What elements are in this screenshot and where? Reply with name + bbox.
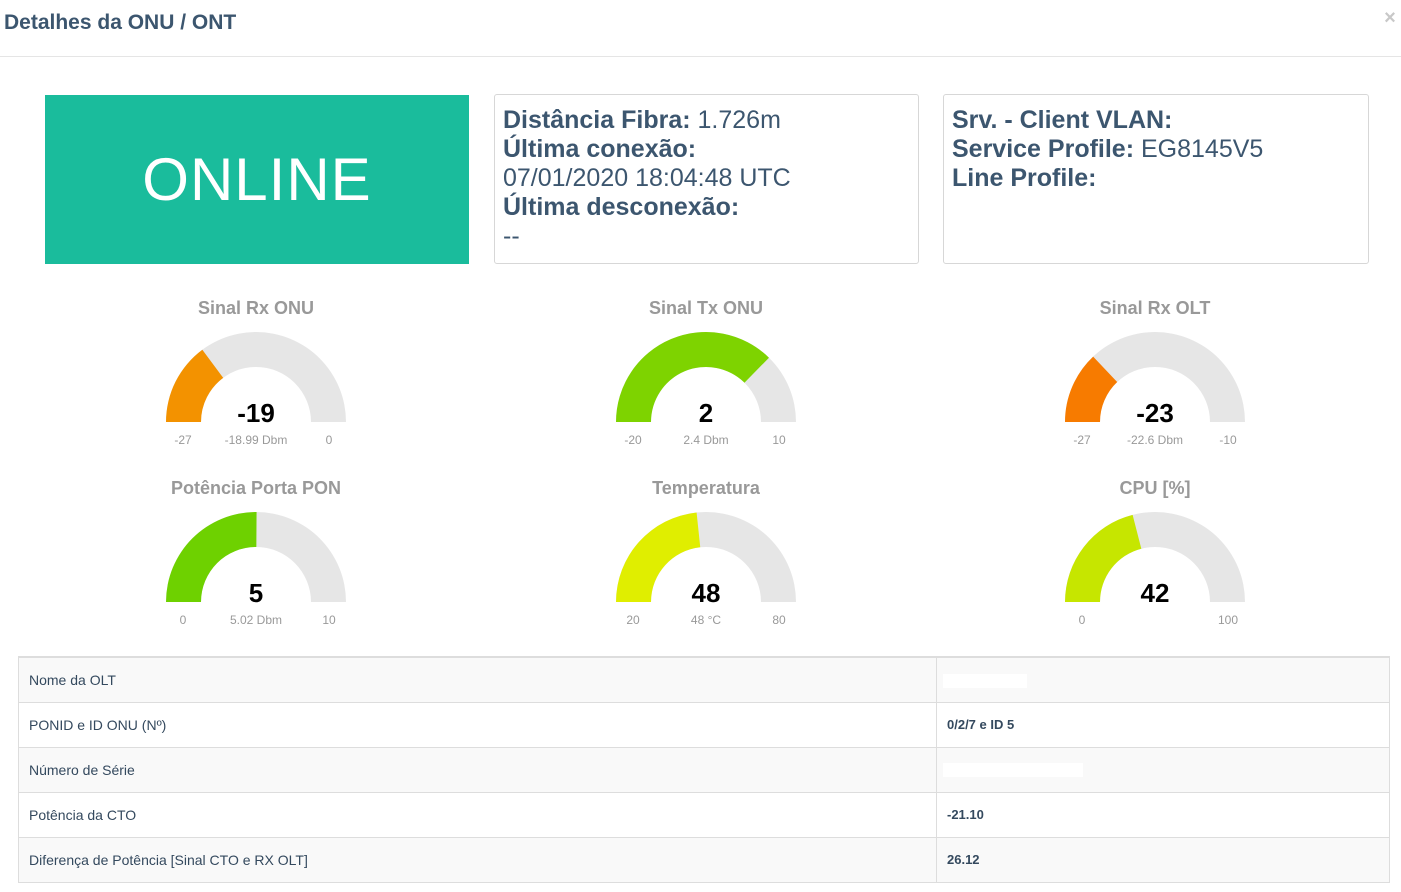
row-value: 0/2/7 e ID 5 [936, 701, 1390, 748]
gauge-pon-power-unit-label: 5.02 Dbm [230, 613, 282, 627]
gauge-temperature-unit-label: 48 °C [691, 613, 721, 627]
fiber-distance-value: 1.726m [697, 106, 781, 134]
gauge-rx-onu-unit-label: -18.99 Dbm [225, 433, 288, 447]
row-value: 26.12 [936, 836, 1390, 883]
row-label: Número de Série [18, 746, 937, 793]
gauge-temperature: Temperatura 48 20 80 48 °C [606, 478, 806, 638]
modal-title: Detalhes da ONU / ONT [4, 11, 237, 34]
profile-info-panel: Srv. - Client VLAN: Service Profile: EG8… [943, 94, 1369, 264]
table-row: PONID e ID ONU (Nº) 0/2/7 e ID 5 [18, 701, 1390, 748]
service-profile-label: Service Profile: [952, 135, 1135, 163]
gauge-pon-power-title: Potência Porta PON [170, 478, 342, 498]
gauge-rx-onu-chart: -19 -27 0 -18.99 Dbm [166, 332, 346, 447]
gauge-cpu-min-label: 0 [1079, 613, 1086, 627]
vlan-label: Srv. - Client VLAN: [952, 106, 1173, 134]
last-connection-value: 07/01/2020 18:04:48 UTC [503, 164, 791, 192]
gauge-rx-onu-max-label: 0 [326, 433, 333, 447]
gauge-cpu-title: CPU [%] [1119, 478, 1191, 498]
line-profile-line: Line Profile: [952, 164, 1360, 193]
gauge-rx-olt-unit-label: -22.6 Dbm [1127, 433, 1183, 447]
gauge-pon-power: Potência Porta PON 5 0 10 5.02 Dbm [156, 478, 356, 638]
gauge-rx-onu-value: -19 [237, 398, 275, 428]
gauge-rx-olt-fill [1065, 356, 1118, 422]
service-profile-line: Service Profile: EG8145V5 [952, 135, 1360, 164]
gauge-rx-olt-track [1065, 332, 1245, 422]
row-value: -21.10 [936, 791, 1390, 838]
gauge-temperature-value: 48 [692, 578, 721, 608]
last-disconnection-value: -- [503, 222, 520, 250]
gauge-rx-olt-value: -23 [1136, 398, 1174, 428]
redacted-value [943, 673, 1027, 688]
gauge-temperature-chart: 48 20 80 48 °C [616, 512, 796, 627]
row-label: Diferença de Potência [Sinal CTO e RX OL… [18, 836, 937, 883]
gauge-tx-onu-unit-label: 2.4 Dbm [683, 433, 728, 447]
redacted-value [943, 763, 1083, 778]
gauge-temperature-title: Temperatura [652, 478, 760, 498]
gauge-cpu-value: 42 [1141, 578, 1170, 608]
modal-header: Detalhes da ONU / ONT × [0, 0, 1401, 57]
gauge-tx-onu-title: Sinal Tx ONU [648, 298, 764, 318]
close-button[interactable]: × [1384, 7, 1396, 29]
row-value [936, 656, 1390, 703]
gauge-rx-olt-min-label: -27 [1073, 433, 1091, 447]
last-connection-label: Última conexão: [503, 135, 697, 163]
gauge-tx-onu: Sinal Tx ONU 2 -20 10 2.4 Dbm [606, 298, 806, 458]
connection-info-panel: Distância Fibra: 1.726m Última conexão: … [494, 94, 919, 264]
gauge-tx-onu-chart: 2 -20 10 2.4 Dbm [616, 332, 796, 447]
gauge-rx-olt-title: Sinal Rx OLT [1099, 298, 1211, 318]
service-profile-value: EG8145V5 [1140, 135, 1264, 163]
last-disconnection-label: Última desconexão: [503, 193, 740, 221]
gauge-pon-power-chart: 5 0 10 5.02 Dbm [166, 512, 346, 627]
gauge-rx-onu-title: Sinal Rx ONU [197, 298, 315, 318]
table-row: Nome da OLT [18, 656, 1390, 703]
gauge-cpu: CPU [%] 42 0 100 [1055, 478, 1255, 638]
gauge-cpu-max-label: 100 [1218, 613, 1238, 627]
gauge-rx-onu: Sinal Rx ONU -19 -27 0 -18.99 Dbm [156, 298, 356, 458]
row-label: Nome da OLT [18, 656, 937, 703]
gauge-rx-olt-chart: -23 -27 -10 -22.6 Dbm [1065, 332, 1245, 447]
gauge-rx-onu-fill [166, 349, 224, 422]
gauge-cpu-chart: 42 0 100 [1065, 512, 1245, 627]
gauge-rx-onu-min-label: -27 [174, 433, 192, 447]
onu-details-table: Nome da OLT PONID e ID ONU (Nº) 0/2/7 e ID… [18, 656, 1390, 883]
row-label: PONID e ID ONU (Nº) [18, 701, 937, 748]
gauge-tx-onu-fill [616, 332, 769, 422]
gauge-temperature-max-label: 80 [772, 613, 786, 627]
line-profile-label: Line Profile: [952, 164, 1097, 192]
gauge-tx-onu-max-label: 10 [772, 433, 786, 447]
gauge-rx-onu-track [166, 332, 346, 422]
gauge-pon-power-fill [166, 512, 257, 602]
row-label: Potência da CTO [18, 791, 937, 838]
vlan-line: Srv. - Client VLAN: [952, 106, 1360, 135]
gauge-pon-power-value: 5 [249, 578, 263, 608]
gauge-pon-power-min-label: 0 [180, 613, 187, 627]
gauge-tx-onu-min-label: -20 [624, 433, 642, 447]
row-value [936, 746, 1390, 793]
fiber-distance-line: Distância Fibra: 1.726m [503, 106, 910, 135]
gauge-pon-power-max-label: 10 [322, 613, 336, 627]
fiber-distance-label: Distância Fibra: [503, 106, 691, 134]
gauge-tx-onu-value: 2 [699, 398, 713, 428]
gauge-rx-olt: Sinal Rx OLT -23 -27 -10 -22.6 Dbm [1055, 298, 1255, 458]
status-badge: ONLINE [45, 95, 469, 264]
table-row: Número de Série [18, 746, 1390, 793]
gauge-temperature-fill [616, 512, 701, 602]
gauge-temperature-min-label: 20 [626, 613, 640, 627]
gauge-cpu-fill [1065, 514, 1142, 602]
table-row: Diferença de Potência [Sinal CTO e RX OL… [18, 836, 1390, 883]
gauge-rx-olt-max-label: -10 [1219, 433, 1237, 447]
table-row: Potência da CTO -21.10 [18, 791, 1390, 838]
